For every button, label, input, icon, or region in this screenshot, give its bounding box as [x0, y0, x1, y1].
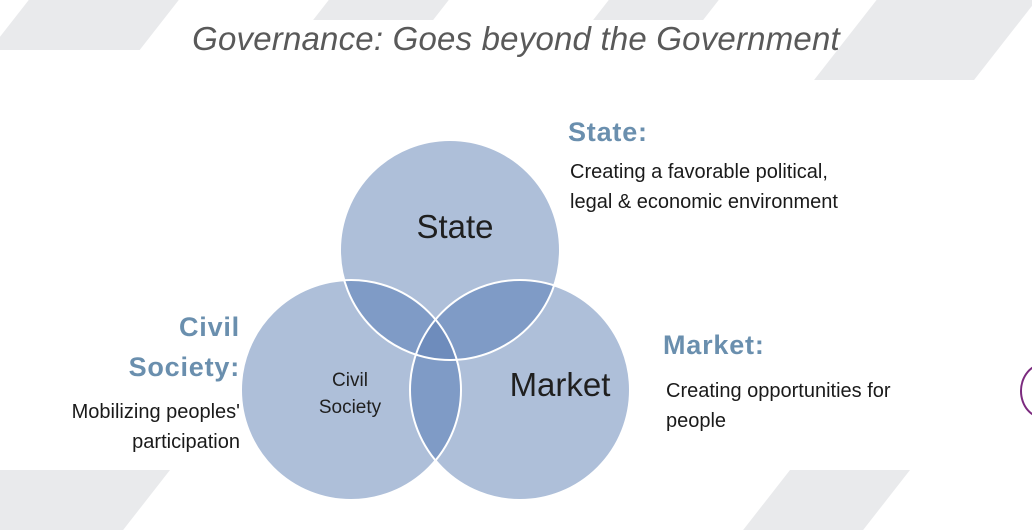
state-description: Creating a favorable political, legal & …	[570, 157, 970, 217]
civil-society-heading-line: Society:	[128, 352, 240, 382]
slide-title: Governance: Goes beyond the Government	[192, 20, 840, 57]
market-description-line: people	[666, 410, 727, 432]
state-civil-society-overlap	[340, 280, 461, 360]
state-description-line: Creating a favorable political,	[570, 161, 828, 183]
civil-society-heading-line: Civil	[178, 312, 240, 342]
venn-diagram	[240, 139, 631, 501]
civil-society-circle-outline	[240, 279, 462, 501]
market-heading: Market:	[663, 330, 765, 360]
state-circle-outline	[339, 139, 561, 361]
market-circle-outline	[409, 279, 631, 501]
state-heading: State:	[568, 117, 648, 147]
civil-society-circle-label-line: Society	[318, 397, 382, 418]
market-circle-label: Market	[509, 366, 611, 403]
civil-society-circle-label-line: Civil	[332, 370, 368, 391]
civil-society-circle-label: Civil Society	[290, 367, 410, 421]
civil-society-description-line: Mobilizing peoples'	[71, 401, 240, 423]
civil-society-heading: Civil Society:	[40, 307, 240, 387]
state-market-overlap	[410, 280, 560, 360]
civil-society-description-line: participation	[132, 431, 240, 453]
market-description: Creating opportunities for people	[666, 376, 986, 436]
state-circle-label: State	[416, 208, 494, 245]
state-description-line: legal & economic environment	[570, 191, 838, 213]
market-description-line: Creating opportunities for	[666, 380, 891, 402]
civil-society-description: Mobilizing peoples' participation	[0, 397, 240, 457]
